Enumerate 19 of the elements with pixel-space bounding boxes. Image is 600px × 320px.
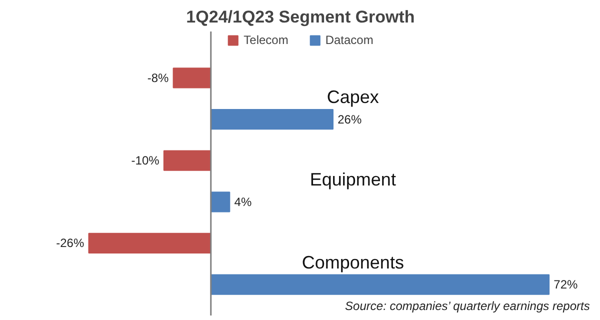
bar [88,232,212,254]
bar [172,68,212,88]
bar [210,274,550,295]
data-label: -26% [56,236,84,250]
y-tick-label: Equipment [310,170,396,190]
legend-label: Telecom [244,33,288,47]
y-tick-label: Capex [326,87,379,108]
bar [163,150,212,171]
chart-title: 1Q24/1Q23 Segment Growth [186,8,415,26]
y-tick-label: Components [302,252,404,272]
data-label: -8% [147,70,170,85]
data-label: 4% [234,194,252,209]
data-label: -10% [131,154,160,168]
annotation: Source: companies’ quarterly earnings reports [345,298,590,313]
bar [210,108,334,130]
data-label: 72% [554,278,578,292]
legend-label: Datacom [325,33,374,47]
bar [210,192,230,212]
data-label: 26% [338,112,362,126]
